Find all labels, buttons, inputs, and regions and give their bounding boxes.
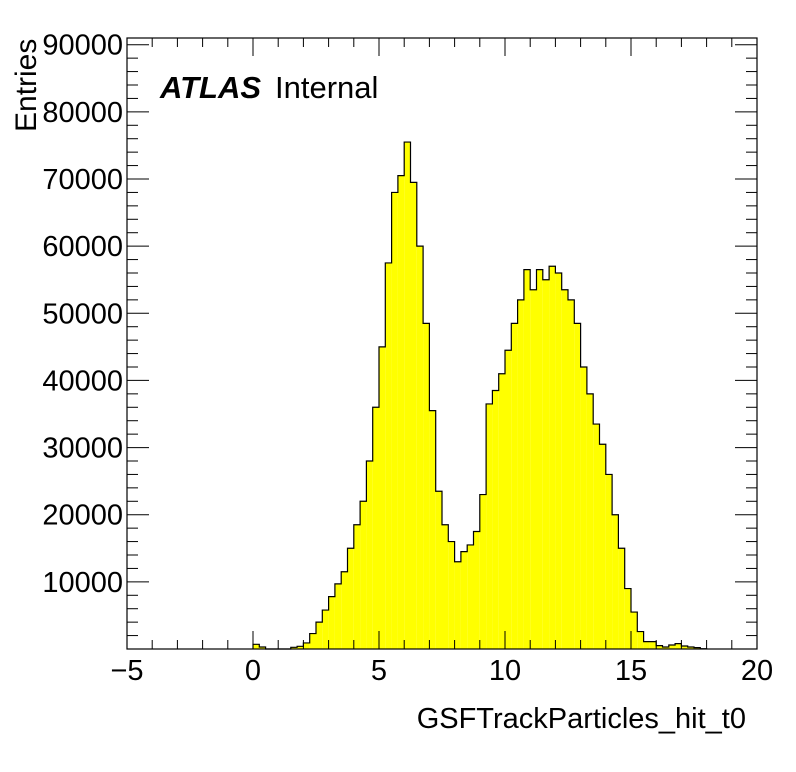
histogram-bin: [517, 299, 524, 649]
histogram-bin: [580, 367, 587, 649]
histogram-bin: [586, 393, 594, 649]
histogram-bin: [328, 596, 335, 649]
histogram-bin: [643, 641, 650, 649]
x-tick-label: 5: [371, 655, 387, 687]
histogram-bin: [681, 645, 688, 649]
histogram-bin: [530, 289, 537, 649]
histogram-bin: [675, 643, 682, 649]
x-tick-label: 20: [741, 655, 773, 687]
histogram-bin: [366, 461, 373, 649]
x-tick-label: 0: [245, 655, 261, 687]
x-tick-labels: −5 0 5 10 15 20: [110, 655, 773, 687]
y-tick-label: 10000: [42, 567, 123, 599]
histogram-bin: [479, 494, 487, 649]
histogram-bin: [435, 491, 442, 649]
histogram-bin: [379, 346, 386, 649]
y-tick-label: 50000: [42, 298, 123, 330]
histogram-bin: [549, 266, 556, 649]
histogram-bin: [385, 262, 392, 649]
histogram-bin: [505, 350, 512, 649]
histogram-bin: [467, 544, 474, 649]
histogram-bin: [668, 644, 676, 649]
axis-ticks: [126, 38, 758, 650]
histogram-bin: [454, 561, 461, 649]
histogram-bin: [297, 646, 304, 649]
histogram-bin: [391, 192, 398, 649]
histogram-bin: [498, 373, 505, 649]
histogram-bin: [397, 175, 405, 649]
y-tick-label: 90000: [42, 30, 123, 62]
internal-label: Internal: [275, 70, 379, 105]
histogram-bin: [290, 647, 298, 649]
histogram-bin: [624, 588, 631, 649]
histogram-bin: [511, 323, 518, 649]
histogram-bin: [568, 299, 575, 649]
y-axis-label: Entries: [10, 38, 43, 132]
atlas-logo-text: ATLAS: [160, 70, 262, 105]
histogram-bin: [309, 633, 316, 649]
histogram-bin: [404, 142, 411, 650]
histogram-bin: [322, 610, 329, 649]
histogram-bin: [637, 631, 644, 649]
histogram-bin: [687, 646, 694, 649]
histogram-outline: [252, 141, 708, 650]
x-tick-label: 10: [489, 655, 521, 687]
histogram-bin: [460, 551, 468, 649]
y-tick-label: 20000: [42, 500, 123, 532]
histogram-bin: [334, 583, 342, 649]
histogram-bin: [536, 269, 543, 649]
histogram-bin: [618, 548, 625, 649]
histogram-bin: [523, 269, 531, 649]
histogram-bin: [442, 524, 449, 649]
histogram-bin: [593, 424, 600, 649]
histogram-bin: [347, 548, 354, 649]
x-tick-label: −5: [110, 655, 143, 687]
histogram-bin: [612, 514, 619, 649]
histogram-bin: [631, 612, 638, 649]
histogram-bin: [656, 645, 663, 649]
histogram-bin: [555, 273, 562, 649]
histogram-bin: [410, 182, 417, 649]
histogram-bin: [253, 644, 260, 649]
y-tick-label: 60000: [42, 231, 123, 263]
y-tick-label: 30000: [42, 433, 123, 465]
y-tick-labels: 10000 20000 30000 40000 50000 60000 70000 80000…: [42, 30, 123, 599]
histogram-bin: [492, 390, 499, 649]
histogram-bin: [649, 641, 657, 649]
histogram-bin: [429, 410, 436, 649]
plot-border: [126, 37, 758, 650]
histogram-bin: [423, 323, 430, 649]
y-tick-label: 70000: [42, 164, 123, 196]
histogram-bin: [448, 541, 455, 649]
histogram-bin: [605, 474, 613, 649]
x-axis-label: GSFTrackParticles_hit_t0: [416, 703, 746, 735]
histogram-bin: [360, 501, 367, 649]
histogram-bin: [372, 407, 379, 649]
x-tick-label: 15: [615, 655, 647, 687]
histogram-bin: [416, 246, 424, 649]
histogram-bin: [599, 444, 606, 649]
histogram-bin: [341, 571, 348, 649]
histogram-bin: [561, 289, 568, 649]
plot-frame: [126, 37, 758, 650]
y-tick-label: 80000: [42, 97, 123, 129]
histogram-bin: [662, 646, 669, 649]
histogram-bin: [574, 323, 581, 649]
histogram-bin: [316, 622, 323, 649]
histogram-bin: [259, 646, 266, 649]
histogram-bin: [353, 524, 361, 649]
histogram-bin: [542, 279, 550, 649]
histogram-bars: [252, 141, 708, 650]
histogram-bin: [303, 642, 310, 649]
y-tick-label: 40000: [42, 365, 123, 397]
histogram-bin: [694, 647, 701, 649]
histogram-bin: [473, 531, 480, 649]
atlas-label: ATLAS Internal: [160, 70, 378, 106]
histogram-bin: [486, 403, 493, 649]
